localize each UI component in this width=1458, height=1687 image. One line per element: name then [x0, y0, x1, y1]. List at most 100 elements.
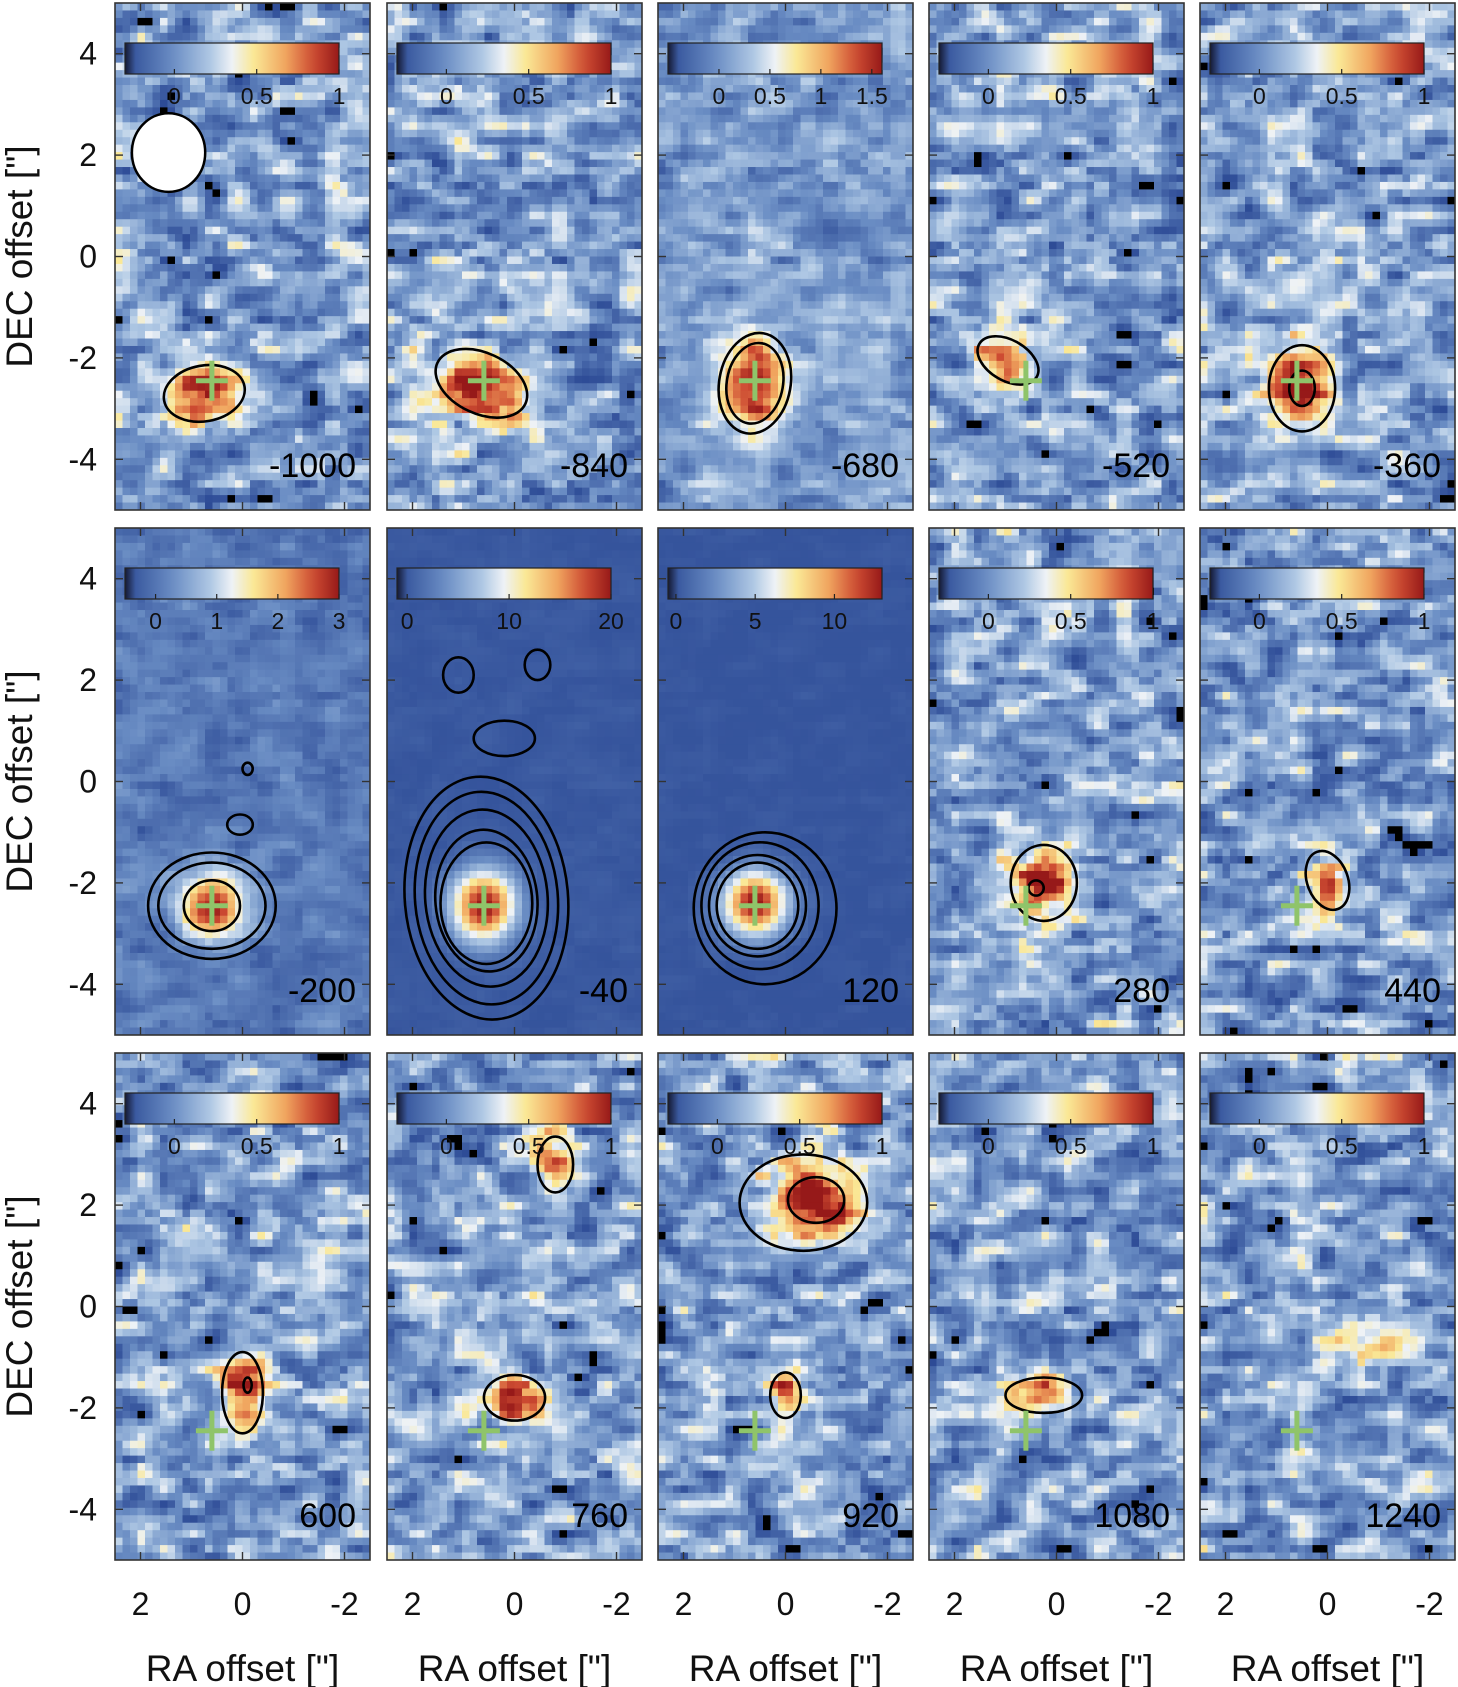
map-pixel	[402, 196, 411, 205]
map-pixel	[287, 480, 296, 489]
map-pixel	[507, 353, 516, 362]
map-pixel	[424, 174, 433, 183]
map-pixel	[499, 323, 508, 332]
map-pixel	[462, 241, 471, 250]
map-pixel	[387, 3, 396, 12]
map-pixel	[317, 375, 326, 384]
map-pixel	[477, 219, 486, 228]
map-pixel	[130, 383, 139, 392]
map-pixel	[145, 77, 154, 86]
map-pixel	[347, 85, 356, 94]
map-pixel	[122, 465, 131, 474]
map-pixel	[167, 331, 176, 340]
map-pixel	[340, 129, 349, 138]
map-pixel	[250, 442, 259, 451]
map-pixel	[597, 487, 606, 496]
map-pixel	[235, 211, 244, 220]
map-pixel	[537, 159, 546, 168]
map-pixel	[424, 472, 433, 481]
map-pixel	[424, 152, 433, 161]
map-pixel	[362, 40, 370, 49]
map-pixel	[280, 137, 289, 146]
map-pixel	[272, 3, 281, 12]
map-pixel	[604, 398, 613, 407]
map-pixel	[317, 368, 326, 377]
map-pixel	[235, 502, 244, 510]
map-pixel	[589, 204, 598, 213]
map-pixel	[317, 249, 326, 258]
map-pixel	[340, 420, 349, 429]
map-pixel	[574, 450, 583, 459]
map-pixel	[182, 450, 191, 459]
map-pixel	[152, 390, 161, 399]
map-pixel	[680, 137, 689, 146]
map-pixel	[409, 427, 418, 437]
map-pixel	[220, 480, 229, 489]
map-pixel	[417, 85, 426, 94]
map-pixel	[402, 293, 411, 302]
map-pixel	[477, 480, 486, 489]
map-pixel	[567, 472, 576, 481]
map-pixel	[514, 487, 523, 496]
map-pixel	[477, 122, 486, 131]
map-pixel	[310, 107, 319, 116]
map-pixel	[469, 263, 478, 273]
map-pixel	[462, 174, 471, 183]
map-pixel	[477, 189, 486, 198]
map-pixel	[347, 107, 356, 116]
map-pixel	[544, 204, 553, 213]
map-pixel	[559, 271, 568, 280]
map-pixel	[424, 323, 433, 332]
map-pixel	[250, 10, 259, 19]
map-pixel	[115, 293, 124, 302]
map-pixel	[619, 457, 628, 466]
map-pixel	[295, 77, 304, 86]
map-pixel	[402, 286, 411, 295]
map-pixel	[362, 308, 370, 317]
map-pixel	[130, 278, 139, 287]
map-pixel	[680, 241, 689, 250]
map-pixel	[340, 174, 349, 183]
map-pixel	[567, 226, 576, 235]
map-pixel	[362, 331, 370, 340]
map-pixel	[582, 3, 591, 12]
map-pixel	[265, 383, 274, 392]
map-pixel	[658, 137, 667, 146]
map-pixel	[340, 271, 349, 280]
map-pixel	[529, 465, 538, 474]
map-pixel	[265, 32, 274, 41]
map-pixel	[424, 331, 433, 340]
map-pixel	[250, 331, 259, 340]
map-pixel	[574, 174, 583, 183]
map-pixel	[469, 338, 478, 347]
map-pixel	[167, 99, 176, 108]
map-pixel	[387, 99, 396, 108]
map-pixel	[167, 442, 176, 451]
map-pixel	[522, 442, 531, 451]
map-pixel	[130, 420, 139, 429]
map-pixel	[145, 278, 154, 287]
map-pixel	[272, 301, 281, 310]
map-pixel	[574, 17, 583, 26]
map-pixel	[658, 420, 667, 429]
map-pixel	[355, 390, 364, 399]
map-pixel	[160, 234, 169, 243]
map-pixel	[619, 353, 628, 362]
map-pixel	[424, 338, 433, 347]
map-pixel	[347, 472, 356, 481]
map-pixel	[280, 383, 289, 392]
map-pixel	[537, 457, 546, 466]
map-pixel	[619, 465, 628, 474]
map-pixel	[227, 85, 236, 94]
map-pixel	[302, 219, 311, 228]
map-pixel	[447, 159, 456, 168]
map-pixel	[582, 17, 591, 26]
map-pixel	[567, 390, 576, 399]
map-pixel	[439, 256, 448, 265]
map-pixel	[265, 152, 274, 161]
map-pixel	[507, 316, 516, 325]
map-pixel	[665, 293, 674, 302]
map-pixel	[432, 167, 441, 176]
map-pixel	[220, 360, 229, 369]
map-pixel	[227, 17, 236, 26]
